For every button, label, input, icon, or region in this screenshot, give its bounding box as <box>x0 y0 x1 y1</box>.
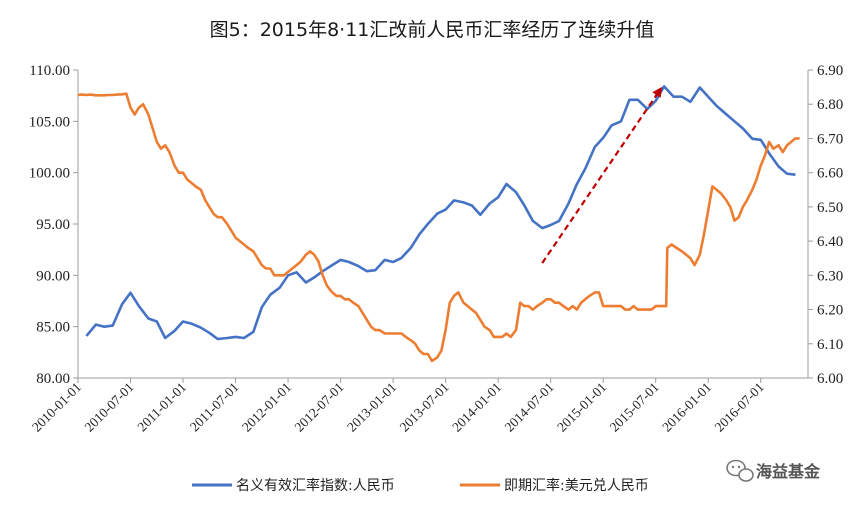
y-left-tick-label: 105.00 <box>29 114 70 130</box>
y-right-tick-label: 6.20 <box>817 303 843 319</box>
x-tick-label: 2016-01-01 <box>659 380 714 435</box>
y-left-tick-label: 90.00 <box>36 268 70 284</box>
x-tick-label: 2013-07-01 <box>397 380 452 435</box>
legend-label-nominal-effective-rate: 名义有效汇率指数:人民币 <box>236 477 395 494</box>
y-right-tick-label: 6.90 <box>817 63 843 79</box>
x-tick-label: 2011-01-01 <box>134 380 189 435</box>
series-line-usd-cny-spot <box>77 92 800 363</box>
y-right-tick-label: 6.00 <box>817 371 843 387</box>
legend-label-usd-cny-spot: 即期汇率:美元兑人民币 <box>504 477 649 494</box>
x-tick-label: 2011-07-01 <box>187 380 242 435</box>
x-tick-label: 2013-01-01 <box>344 380 399 435</box>
wechat-icon <box>726 459 754 482</box>
y-right-tick-label: 6.70 <box>817 131 843 147</box>
legend: 名义有效汇率指数:人民币 即期汇率:美元兑人民币 <box>192 477 649 494</box>
y-right-tick-label: 6.40 <box>817 234 843 250</box>
watermark: 海益基金 <box>726 459 821 482</box>
x-tick-label: 2015-01-01 <box>554 380 609 435</box>
x-tick-label: 2014-01-01 <box>449 380 504 435</box>
y-left-tick-label: 110.00 <box>29 63 70 79</box>
x-tick-label: 2010-07-01 <box>81 380 136 435</box>
x-tick-label: 2014-07-01 <box>502 380 557 435</box>
y-left-tick-label: 100.00 <box>29 166 70 182</box>
y-right-tick-label: 6.50 <box>817 200 843 216</box>
x-tick-label: 2012-07-01 <box>292 380 347 435</box>
x-tick-label: 2016-07-01 <box>712 380 767 435</box>
x-tick-labels: 2010-01-012010-07-012011-01-012011-07-01… <box>29 378 767 435</box>
y-left-tick-label: 80.00 <box>36 371 70 387</box>
series-line-nominal-effective-rate <box>85 85 796 341</box>
trend-arrow-annotation <box>541 86 663 264</box>
y-left-tick-label: 95.00 <box>36 217 70 233</box>
chart-title: 图5：2015年8·11汇改前人民币汇率经历了连续升值 <box>210 19 655 41</box>
x-tick-label: 2015-07-01 <box>607 380 662 435</box>
y-right-tick-label: 6.80 <box>817 97 843 113</box>
watermark-text: 海益基金 <box>756 462 821 481</box>
y-right-tick-label: 6.10 <box>817 337 843 353</box>
y-left-tick-label: 85.00 <box>36 320 70 336</box>
y-right-tick-labels: 6.00 6.10 6.20 6.30 6.40 6.50 6.60 6.70 6.80 6.90 <box>808 63 843 387</box>
x-tick-label: 2012-01-01 <box>239 380 294 435</box>
y-right-tick-label: 6.30 <box>817 268 843 284</box>
x-tick-label: 2010-01-01 <box>29 380 84 435</box>
y-right-tick-label: 6.60 <box>817 166 843 182</box>
y-left-tick-labels: 80.00 85.00 90.00 95.00 100.00 105.00 110.00 <box>29 63 78 387</box>
